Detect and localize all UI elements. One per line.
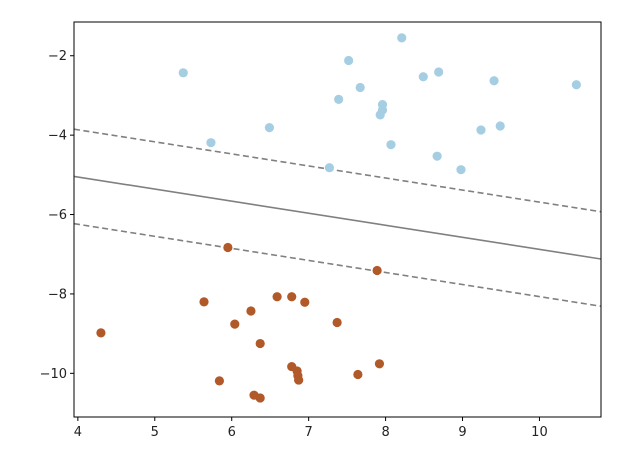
data-point-class-1-8 [255, 393, 265, 403]
data-point-class-0-6 [355, 82, 365, 93]
data-point-class-1-5 [246, 306, 256, 316]
x-tick-label: 4 [74, 425, 82, 440]
margin-line-2 [74, 222, 601, 308]
data-point-class-1-2 [214, 376, 225, 386]
plot-area [74, 33, 601, 403]
data-point-class-1-18 [372, 265, 382, 276]
data-point-class-0-16 [476, 125, 486, 135]
y-tick-label: −2 [48, 49, 67, 64]
x-tick-label: 5 [151, 425, 159, 440]
y-tick-label: −6 [48, 208, 67, 223]
data-point-class-0-3 [324, 163, 335, 173]
x-tick-label: 7 [305, 425, 313, 440]
axes-frame [73, 21, 602, 418]
data-point-class-1-0 [96, 328, 106, 338]
y-tick-label: −8 [48, 287, 67, 302]
data-point-class-1-14 [294, 375, 304, 385]
data-point-class-0-17 [489, 76, 499, 86]
data-point-class-1-1 [199, 297, 209, 307]
plot-content [74, 33, 601, 403]
data-point-class-0-19 [571, 80, 581, 90]
data-point-class-0-10 [386, 140, 396, 150]
x-axis: 4 5 6 7 8 9 10 [74, 417, 548, 440]
y-tick-label: −4 [48, 129, 67, 144]
x-tick-label: 6 [228, 425, 236, 440]
margin-line-1 [74, 128, 601, 213]
data-point-class-0-12 [418, 72, 428, 82]
data-point-class-1-7 [255, 338, 265, 349]
x-tick-label: 10 [531, 425, 548, 440]
data-point-class-0-5 [344, 55, 354, 66]
data-point-class-0-0 [178, 68, 188, 78]
data-point-class-0-1 [206, 138, 216, 148]
data-point-class-1-16 [332, 317, 342, 328]
data-point-class-0-13 [432, 151, 442, 161]
y-tick-label: −10 [40, 367, 67, 382]
data-point-class-0-18 [495, 121, 505, 131]
data-point-class-0-9 [377, 105, 388, 115]
data-point-class-1-4 [230, 319, 240, 329]
decision-boundary-line [74, 175, 601, 260]
y-axis: −10 −8 −6 −4 −2 [40, 49, 74, 382]
data-point-class-1-15 [300, 297, 310, 307]
data-point-class-0-4 [334, 94, 344, 105]
data-point-class-0-2 [264, 122, 275, 133]
data-point-class-0-11 [397, 33, 407, 43]
data-point-class-1-19 [374, 359, 385, 369]
data-point-class-1-17 [353, 369, 363, 380]
data-point-class-0-15 [456, 165, 466, 175]
data-point-class-1-3 [223, 242, 233, 253]
x-tick-label: 8 [381, 425, 389, 440]
data-point-class-1-10 [287, 292, 297, 302]
data-point-class-0-14 [434, 67, 444, 77]
x-tick-label: 9 [458, 425, 466, 440]
data-point-class-1-9 [272, 292, 282, 302]
